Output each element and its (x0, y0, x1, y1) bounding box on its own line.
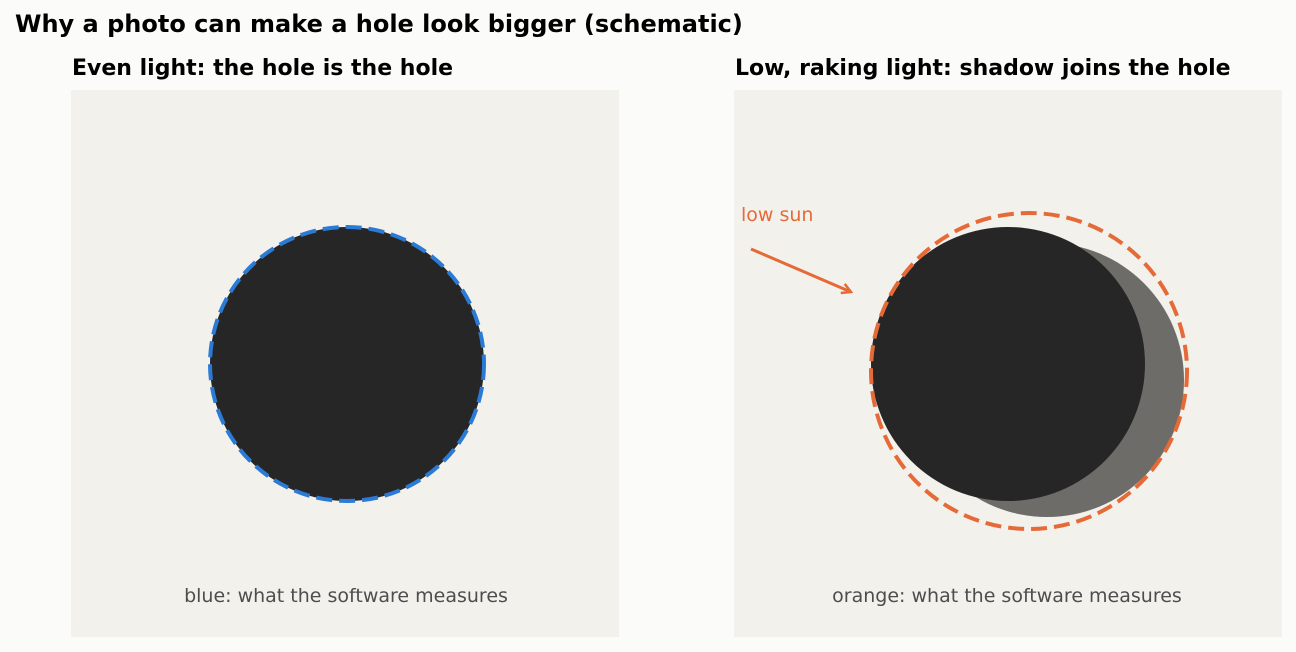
measured-outline-blue (208, 225, 486, 503)
hole (871, 227, 1145, 501)
measured-outline-orange (869, 211, 1189, 531)
raking-light-panel: Low, raking light: shadow joins the hole… (734, 0, 1282, 652)
sun-direction-arrow (750, 247, 851, 292)
even-light-diagram: blue: what the software measures (71, 90, 619, 637)
figure-title: Why a photo can make a hole look bigger … (15, 10, 743, 38)
raking-light-panel-title: Low, raking light: shadow joins the hole (735, 56, 1231, 81)
even-light-caption: blue: what the software measures (184, 585, 508, 607)
even-light-panel-title: Even light: the hole is the hole (72, 56, 454, 81)
hole (210, 227, 484, 501)
low-sun-label: low sun (741, 204, 813, 226)
raking-light-caption: orange: what the software measures (832, 585, 1182, 607)
even-light-panel: Even light: the hole is the hole blue: w… (71, 0, 619, 652)
raking-light-diagram: low sun orange: what the software measur… (734, 90, 1282, 637)
